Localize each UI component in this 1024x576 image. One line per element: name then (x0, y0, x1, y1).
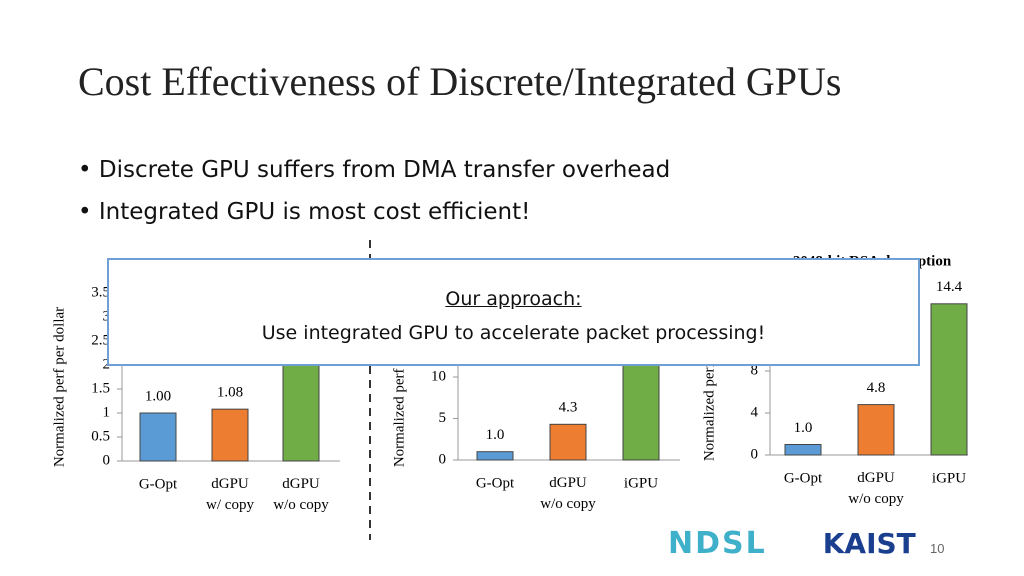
bullet: • Discrete GPU suffers from DMA transfer… (78, 157, 671, 183)
x-tick-label: iGPU (932, 470, 966, 486)
logo-kaist: KAIST (822, 527, 916, 560)
bar (549, 423, 587, 461)
x-tick-label: G-Opt (139, 476, 178, 492)
x-tick-label: dGPU w/o copy (273, 476, 329, 513)
x-tick-label: G-Opt (784, 470, 823, 486)
bar (930, 303, 968, 456)
value-label: 14.4 (936, 279, 963, 295)
bar (211, 408, 249, 462)
value-label: 1.0 (486, 427, 505, 443)
callout-text: Use integrated GPU to accelerate packet … (261, 322, 766, 344)
callout-heading: Our approach: (445, 288, 582, 310)
x-tick-label: G-Opt (476, 475, 515, 491)
y-tick-label: 1 (103, 404, 111, 420)
y-tick-label: 0 (751, 446, 759, 462)
y-tick-label: 0 (103, 452, 111, 468)
x-tick-label: dGPU w/ copy (206, 476, 254, 513)
y-tick-label: 3.5 (91, 284, 110, 300)
slide-title: Cost Effectiveness of Discrete/Integrate… (78, 59, 842, 104)
value-label: 1.08 (217, 385, 243, 401)
x-tick-line: dGPU (211, 476, 249, 492)
page-number: 10 (930, 541, 945, 556)
logo-ndsl: NDSL (668, 526, 767, 561)
x-tick-line: dGPU (857, 470, 895, 486)
value-label: 4.3 (559, 400, 578, 416)
bullet-text: Integrated GPU is most cost efficient! (98, 199, 531, 225)
bar (139, 412, 177, 462)
y-tick-label: 3 (103, 308, 111, 324)
x-tick-line: w/o copy (540, 496, 596, 512)
bar (476, 451, 514, 461)
bar (784, 444, 822, 456)
value-label: 1.00 (145, 388, 171, 404)
value-label: 4.8 (867, 380, 886, 396)
x-tick-line: dGPU (549, 475, 587, 491)
y-tick-label: 5 (439, 410, 447, 426)
y-tick-label: 4 (751, 404, 759, 420)
y-tick-label: 0.5 (91, 428, 110, 444)
x-tick-label: dGPU w/o copy (848, 470, 904, 507)
y-tick-label: 0 (439, 451, 447, 467)
x-tick-line: w/o copy (273, 497, 329, 513)
y-tick-label: 8 (751, 362, 759, 378)
logos: NDSL KAIST (668, 526, 916, 561)
x-tick-line: w/o copy (848, 491, 904, 507)
value-label: 1.0 (794, 420, 813, 436)
x-tick-label: dGPU w/o copy (540, 475, 596, 512)
y-axis-label: Normalized perf per dollar (51, 307, 67, 467)
callout: Our approach: Use integrated GPU to acce… (107, 258, 920, 366)
y-tick-label: 1.5 (91, 380, 110, 396)
bullet-text: Discrete GPU suffers from DMA transfer o… (98, 157, 671, 183)
bullet: • Integrated GPU is most cost efficient! (78, 199, 531, 225)
bar (857, 404, 895, 456)
y-tick-label: 2.5 (91, 332, 110, 348)
x-tick-line: w/ copy (206, 497, 254, 513)
y-tick-label: 10 (431, 368, 446, 384)
x-tick-line: dGPU (282, 476, 320, 492)
x-tick-label: iGPU (624, 475, 658, 491)
y-tick-label: 2 (103, 356, 111, 372)
